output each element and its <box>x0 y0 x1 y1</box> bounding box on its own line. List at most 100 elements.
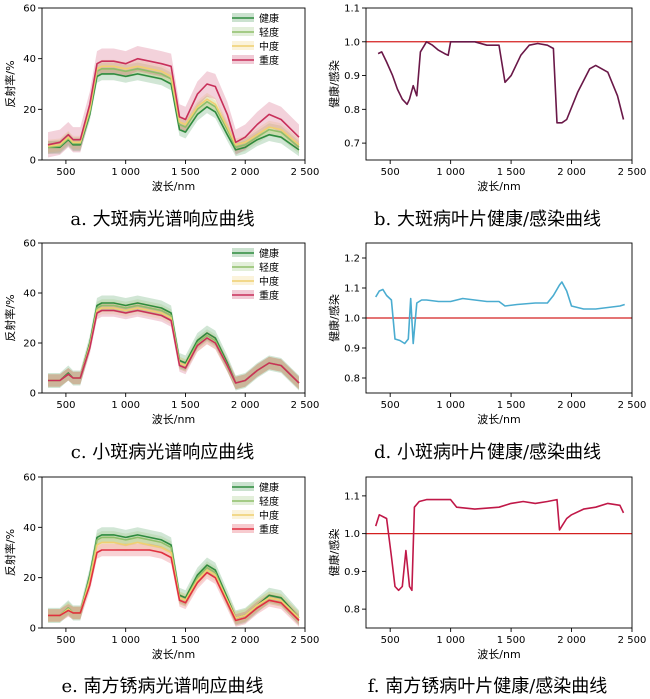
chart-c: 500 1 000 1 500 2 000 2 500 0 20 40 60 波长/nm 反射率/%… <box>3 239 319 427</box>
y-axis-label: 健康/感染 <box>327 60 341 108</box>
legend-label: 健康 <box>259 247 279 260</box>
legend-label: 重度 <box>259 54 279 67</box>
legend-label: 健康 <box>259 481 279 494</box>
y-tick-label: 40 <box>23 54 36 65</box>
series-line-ratio-0 <box>374 498 625 592</box>
series-band-重度-3 <box>48 543 299 627</box>
legend-label: 中度 <box>259 275 279 288</box>
y-tick-label: 1.1 <box>344 491 360 502</box>
x-tick-label: 1 000 <box>436 400 465 411</box>
legend-label: 轻度 <box>259 26 279 39</box>
series-band-健康-0 <box>48 527 299 626</box>
y-tick-label: 1.0 <box>344 314 360 325</box>
x-tick-label: 1 000 <box>111 400 140 411</box>
y-tick-label: 0.8 <box>344 374 360 385</box>
y-axis-label: 健康/感染 <box>327 529 341 577</box>
caption-d: d. 小斑病叶片健康/感染曲线 <box>373 442 602 463</box>
x-tick-label: 2 000 <box>231 167 260 178</box>
y-tick-label: 20 <box>23 339 36 350</box>
x-tick-label: 1 000 <box>436 167 465 178</box>
x-tick-label: 500 <box>381 635 400 646</box>
x-tick-label: 500 <box>381 400 400 411</box>
x-tick-label: 1 000 <box>111 635 140 646</box>
y-axis-label: 反射率/% <box>3 529 17 576</box>
y-tick-label: 60 <box>23 4 36 15</box>
series-line-ratio-0 <box>377 40 625 124</box>
x-axis-label: 波长/nm <box>152 648 195 661</box>
y-tick-label: 20 <box>23 573 36 584</box>
x-axis-label: 波长/nm <box>477 648 520 661</box>
legend-label: 中度 <box>259 509 279 522</box>
series-band-中度-2 <box>48 301 299 390</box>
y-tick-label: 1.1 <box>344 284 360 295</box>
y-tick-label: 1.0 <box>344 37 360 48</box>
y-tick-label: 0.9 <box>344 344 360 355</box>
y-tick-label: 1.2 <box>344 254 360 265</box>
x-tick-label: 2 500 <box>291 400 320 411</box>
caption-e: e. 南方锈病光谱响应曲线 <box>61 676 264 697</box>
caption-f: f. 南方锈病叶片健康/感染曲线 <box>367 676 608 697</box>
x-tick-label: 2 500 <box>291 635 320 646</box>
x-tick-label: 2 500 <box>618 635 647 646</box>
x-tick-label: 1 500 <box>171 400 200 411</box>
y-tick-label: 40 <box>23 523 36 534</box>
legend-label: 中度 <box>259 40 279 53</box>
y-tick-label: 0.7 <box>344 139 360 150</box>
caption-c: c. 小斑病光谱响应曲线 <box>70 442 255 463</box>
y-tick-label: 0.8 <box>344 105 360 116</box>
series-line-重度-3 <box>48 549 300 622</box>
y-tick-label: 0.8 <box>344 605 360 616</box>
plot-frame <box>365 7 633 161</box>
y-tick-label: 1.0 <box>344 529 360 540</box>
plot-frame <box>41 242 306 394</box>
y-tick-label: 1.1 <box>344 4 360 15</box>
x-axis-label: 波长/nm <box>152 180 195 193</box>
x-tick-label: 2 000 <box>557 167 586 178</box>
x-tick-label: 2 000 <box>231 400 260 411</box>
x-axis-label: 波长/nm <box>477 413 520 426</box>
series-band-轻度-1 <box>48 531 299 625</box>
legend-label: 轻度 <box>259 261 279 274</box>
series-line-ratio-0 <box>375 281 625 345</box>
chart-d: 500 1 000 1 500 2 000 2 500 0.8 0.9 1.0 1.1 1.2 波长… <box>327 242 647 426</box>
y-tick-label: 0 <box>30 624 36 635</box>
series-band-健康-0 <box>48 295 299 391</box>
plot-frame <box>41 476 306 629</box>
y-tick-label: 40 <box>23 289 36 300</box>
x-tick-label: 500 <box>381 167 400 178</box>
caption-a: a. 大斑病光谱响应曲线 <box>70 209 255 230</box>
x-tick-label: 2 500 <box>618 167 647 178</box>
plot-frame <box>41 7 306 161</box>
y-tick-label: 0 <box>30 156 36 167</box>
legend-label: 重度 <box>259 523 279 536</box>
x-tick-label: 2 500 <box>291 167 320 178</box>
x-tick-label: 1 500 <box>171 635 200 646</box>
y-tick-label: 60 <box>23 239 36 250</box>
chart-f: 500 1 000 1 500 2 000 2 500 0.8 0.9 1.0 1.1 波长/nm… <box>327 476 647 661</box>
x-tick-label: 500 <box>56 167 75 178</box>
x-tick-label: 2 000 <box>557 635 586 646</box>
x-tick-label: 1 500 <box>497 635 526 646</box>
series-line-重度-3 <box>48 309 300 384</box>
plot-frame <box>365 476 633 629</box>
x-tick-label: 2 500 <box>618 400 647 411</box>
series-line-重度-3 <box>47 57 300 146</box>
x-tick-label: 500 <box>56 635 75 646</box>
series-band-轻度-1 <box>48 299 299 390</box>
x-tick-label: 2 000 <box>557 400 586 411</box>
legend-label: 健康 <box>259 12 279 25</box>
x-tick-label: 1 500 <box>171 167 200 178</box>
x-tick-label: 1 500 <box>497 167 526 178</box>
series-band-健康-0 <box>48 67 299 157</box>
y-axis-label: 反射率/% <box>3 294 17 341</box>
series-band-重度-3 <box>48 304 299 390</box>
y-tick-label: 0 <box>30 389 36 400</box>
legend-label: 轻度 <box>259 495 279 508</box>
x-tick-label: 500 <box>56 400 75 411</box>
x-tick-label: 2 000 <box>231 635 260 646</box>
y-tick-label: 0.9 <box>344 71 360 82</box>
x-axis-label: 波长/nm <box>152 413 195 426</box>
x-tick-label: 1 000 <box>111 167 140 178</box>
y-axis-label: 反射率/% <box>3 60 17 107</box>
